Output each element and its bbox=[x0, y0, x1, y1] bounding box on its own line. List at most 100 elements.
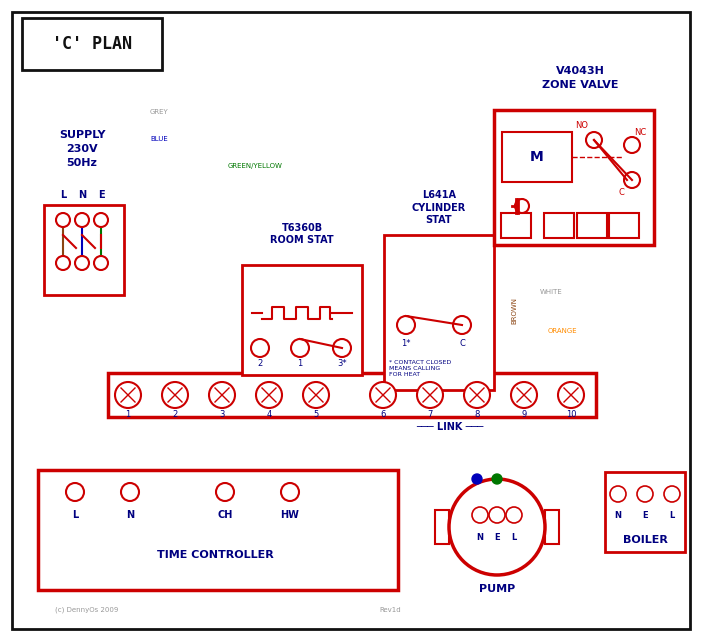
Circle shape bbox=[515, 199, 529, 213]
FancyBboxPatch shape bbox=[501, 213, 531, 238]
Text: 8: 8 bbox=[475, 410, 479, 419]
FancyBboxPatch shape bbox=[502, 132, 572, 182]
Text: * CONTACT CLOSED
MEANS CALLING
FOR HEAT: * CONTACT CLOSED MEANS CALLING FOR HEAT bbox=[389, 360, 451, 378]
Text: Rev1d: Rev1d bbox=[379, 607, 401, 613]
Text: SUPPLY
230V
50Hz: SUPPLY 230V 50Hz bbox=[59, 130, 105, 168]
Circle shape bbox=[281, 483, 299, 501]
Text: ─── LINK ───: ─── LINK ─── bbox=[416, 422, 484, 432]
Text: V4043H
ZONE VALVE: V4043H ZONE VALVE bbox=[542, 67, 618, 90]
Text: BLUE: BLUE bbox=[150, 136, 168, 142]
Circle shape bbox=[251, 339, 269, 357]
Text: L: L bbox=[72, 510, 78, 520]
Text: 9: 9 bbox=[522, 410, 526, 419]
Circle shape bbox=[56, 256, 70, 270]
Circle shape bbox=[75, 213, 89, 227]
FancyBboxPatch shape bbox=[384, 235, 494, 390]
Text: 1: 1 bbox=[126, 410, 131, 419]
Text: GREEN/YELLOW: GREEN/YELLOW bbox=[228, 163, 283, 169]
FancyBboxPatch shape bbox=[544, 213, 574, 238]
Text: WHITE: WHITE bbox=[540, 289, 563, 295]
Circle shape bbox=[75, 256, 89, 270]
Text: 2: 2 bbox=[258, 358, 263, 367]
Circle shape bbox=[472, 474, 482, 484]
Text: 6: 6 bbox=[380, 410, 385, 419]
Circle shape bbox=[216, 483, 234, 501]
Text: L: L bbox=[60, 190, 66, 200]
Circle shape bbox=[664, 486, 680, 502]
Circle shape bbox=[586, 132, 602, 148]
Circle shape bbox=[610, 486, 626, 502]
Text: TIME CONTROLLER: TIME CONTROLLER bbox=[157, 550, 273, 560]
Circle shape bbox=[492, 474, 502, 484]
Circle shape bbox=[637, 486, 653, 502]
Text: L: L bbox=[511, 533, 517, 542]
Text: M: M bbox=[530, 150, 544, 164]
Text: 2: 2 bbox=[173, 410, 178, 419]
FancyBboxPatch shape bbox=[577, 213, 607, 238]
Circle shape bbox=[94, 213, 108, 227]
FancyBboxPatch shape bbox=[609, 213, 639, 238]
Text: 3: 3 bbox=[219, 410, 225, 419]
Circle shape bbox=[489, 507, 505, 523]
Circle shape bbox=[121, 483, 139, 501]
Circle shape bbox=[511, 382, 537, 408]
Circle shape bbox=[303, 382, 329, 408]
Text: BOILER: BOILER bbox=[623, 535, 668, 545]
FancyBboxPatch shape bbox=[242, 265, 362, 375]
Text: L: L bbox=[670, 512, 675, 520]
FancyBboxPatch shape bbox=[545, 510, 559, 544]
Text: 3*: 3* bbox=[337, 358, 347, 367]
Text: E: E bbox=[642, 512, 648, 520]
Text: C: C bbox=[618, 188, 624, 197]
Circle shape bbox=[624, 172, 640, 188]
Text: C: C bbox=[459, 338, 465, 347]
Text: NO: NO bbox=[576, 121, 588, 129]
Circle shape bbox=[558, 382, 584, 408]
Text: E: E bbox=[98, 190, 105, 200]
Text: GREY: GREY bbox=[150, 109, 168, 115]
Text: 7: 7 bbox=[428, 410, 432, 419]
FancyBboxPatch shape bbox=[494, 110, 654, 245]
Text: N: N bbox=[477, 533, 484, 542]
Circle shape bbox=[66, 483, 84, 501]
FancyBboxPatch shape bbox=[38, 470, 398, 590]
Text: 'C' PLAN: 'C' PLAN bbox=[52, 35, 132, 53]
Circle shape bbox=[449, 479, 545, 575]
Text: 5: 5 bbox=[313, 410, 319, 419]
Circle shape bbox=[624, 137, 640, 153]
Circle shape bbox=[162, 382, 188, 408]
Circle shape bbox=[333, 339, 351, 357]
Circle shape bbox=[453, 316, 471, 334]
Text: ORANGE: ORANGE bbox=[548, 328, 578, 334]
Text: N: N bbox=[78, 190, 86, 200]
Text: NC: NC bbox=[634, 128, 647, 137]
Text: HW: HW bbox=[281, 510, 300, 520]
Text: 4: 4 bbox=[266, 410, 272, 419]
Circle shape bbox=[464, 382, 490, 408]
Text: E: E bbox=[494, 533, 500, 542]
Circle shape bbox=[256, 382, 282, 408]
Circle shape bbox=[115, 382, 141, 408]
Circle shape bbox=[370, 382, 396, 408]
Circle shape bbox=[417, 382, 443, 408]
Circle shape bbox=[472, 507, 488, 523]
Text: CH: CH bbox=[218, 510, 232, 520]
Circle shape bbox=[209, 382, 235, 408]
Text: 1: 1 bbox=[298, 358, 303, 367]
Text: PUMP: PUMP bbox=[479, 584, 515, 594]
FancyBboxPatch shape bbox=[435, 510, 449, 544]
FancyBboxPatch shape bbox=[22, 18, 162, 70]
Text: N: N bbox=[614, 512, 621, 520]
FancyBboxPatch shape bbox=[44, 205, 124, 295]
Text: T6360B
ROOM STAT: T6360B ROOM STAT bbox=[270, 222, 334, 245]
Text: L641A
CYLINDER
STAT: L641A CYLINDER STAT bbox=[412, 190, 466, 225]
Circle shape bbox=[506, 507, 522, 523]
Circle shape bbox=[94, 256, 108, 270]
Text: 1*: 1* bbox=[402, 338, 411, 347]
Text: N: N bbox=[126, 510, 134, 520]
Text: (c) DennyOs 2009: (c) DennyOs 2009 bbox=[55, 607, 119, 613]
Text: BROWN: BROWN bbox=[511, 297, 517, 324]
FancyBboxPatch shape bbox=[108, 373, 596, 417]
FancyBboxPatch shape bbox=[605, 472, 685, 552]
Circle shape bbox=[397, 316, 415, 334]
